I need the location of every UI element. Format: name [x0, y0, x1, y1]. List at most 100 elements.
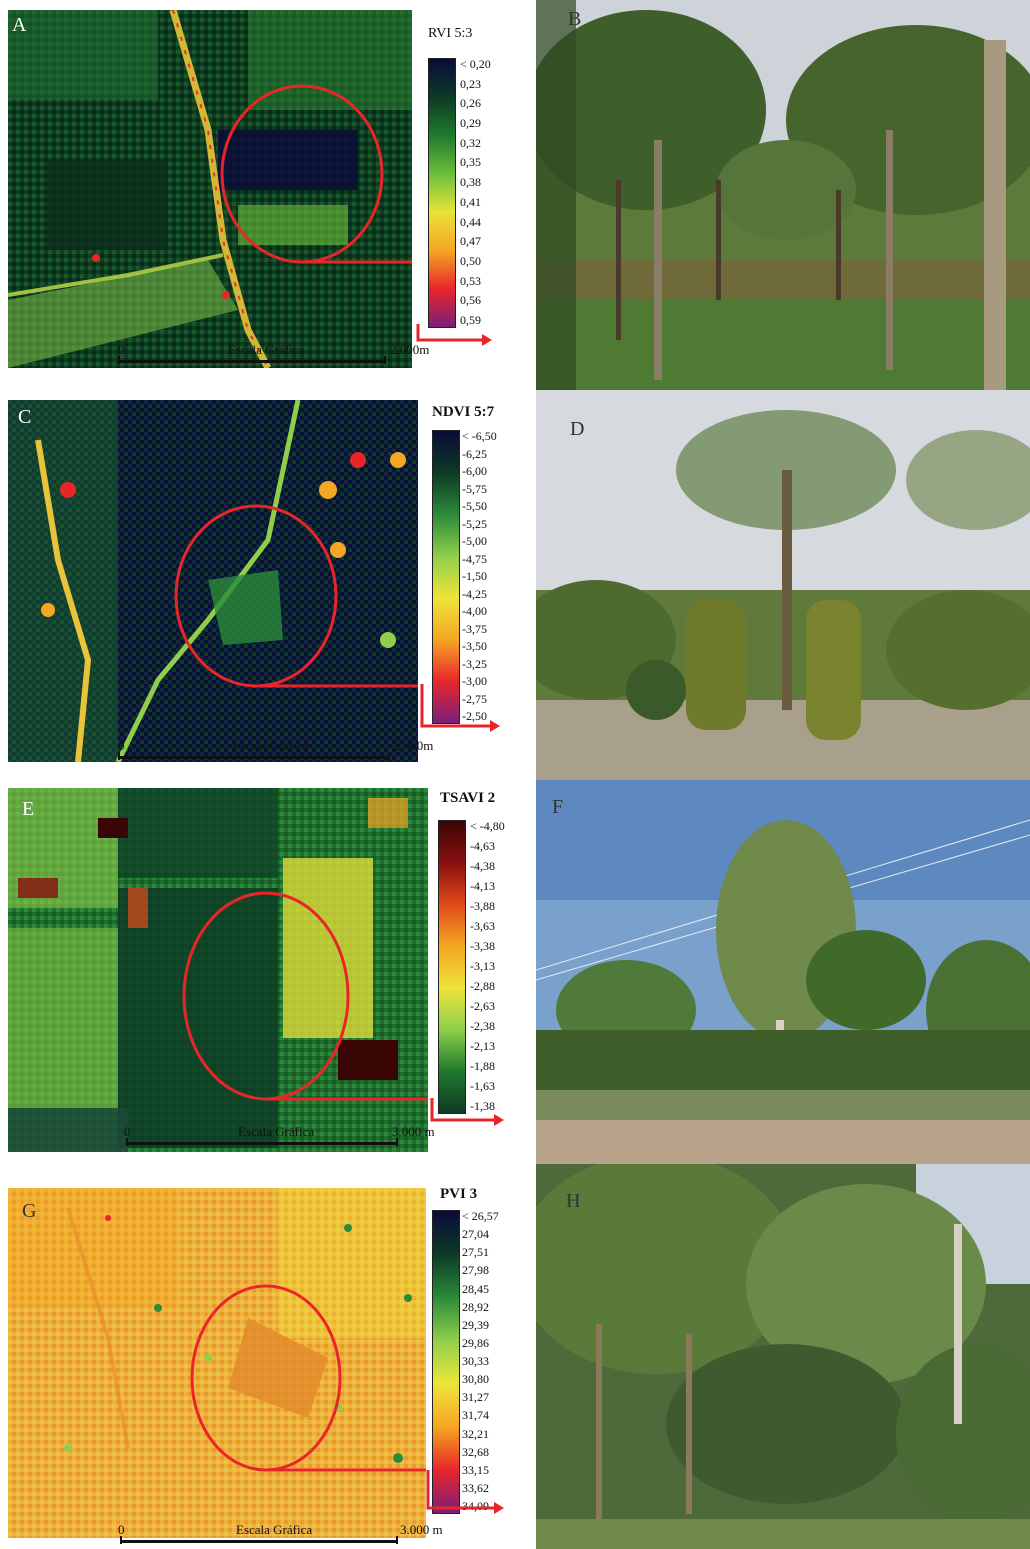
pvi-legend-label: 29,86	[462, 1335, 489, 1350]
ndvi-scale-line	[118, 756, 390, 759]
orchard-photo	[536, 0, 1030, 390]
tsavi-legend-label: -3,38	[470, 939, 495, 953]
figure-row-c-d: C NDVI 5:7 < -6,50 -6,25 -6,00 -5,75 -5,50 -5…	[0, 390, 1030, 780]
rvi-scale-end: 2.000m	[390, 342, 430, 357]
rvi-legend-label: < 0,20	[460, 57, 491, 71]
panel-letter-b: B	[568, 8, 582, 30]
secondary-forest-photo	[536, 1164, 1030, 1549]
pvi-scale-line	[120, 1540, 398, 1543]
panel-letter-f: F	[552, 796, 564, 818]
pvi-arrow-icon	[426, 1470, 504, 1514]
tsavi-legend-labels: < -4,80 -4,63 -4,38 -4,13 -3,88 -3,63 -3,38 -3,…	[470, 820, 532, 1112]
tsavi-scale-tick-end	[396, 1138, 398, 1146]
rvi-legend-label: 0,29	[460, 116, 481, 131]
ndvi-legend-label: -1,50	[462, 569, 487, 583]
photo-d: D	[536, 390, 1030, 780]
ndvi-scale-start: 0	[118, 738, 125, 753]
tsavi-color-ramp	[438, 820, 466, 1114]
rvi-scale-start: 0	[118, 342, 125, 357]
ndvi-legend-label: -3,00	[462, 674, 487, 688]
tsavi-legend-title: TSAVI 2	[440, 790, 496, 806]
pvi-legend-label: 28,92	[462, 1299, 489, 1314]
tsavi-legend-label: -1,88	[470, 1059, 495, 1073]
tsavi-legend-label: -3,13	[470, 959, 495, 973]
figure-row-a-b: A RVI 5:3 < 0,20 0,23 0,26 0,29 0,32 0,35 0,38…	[0, 0, 1030, 390]
rvi-map-panel: A	[8, 10, 412, 368]
rvi-legend-label: 0,50	[460, 253, 481, 268]
agroforest-photo	[536, 780, 1030, 1164]
pvi-legend-labels: < 26,57 27,04 27,51 27,98 28,45 28,92 29,39 29,…	[462, 1210, 530, 1512]
ndvi-legend-label: -5,50	[462, 499, 487, 513]
pvi-legend-label: 27,04	[462, 1227, 489, 1242]
ndvi-map-panel: C	[8, 400, 418, 762]
tsavi-legend: TSAVI 2 < -4,80 -4,63 -4,38 -4,13 -3,88 -3,63…	[428, 788, 532, 1118]
tsavi-legend-label: < -4,80	[470, 819, 505, 833]
ndvi-scale-tick-start	[118, 752, 120, 760]
tsavi-legend-label: -3,63	[470, 919, 495, 933]
ndvi-legend-label: -6,25	[462, 446, 487, 461]
rvi-legend-label: 0,59	[460, 313, 481, 327]
rvi-legend-label: 0,26	[460, 96, 481, 111]
pvi-legend-label: 31,27	[462, 1390, 489, 1405]
ndvi-legend-label: -5,25	[462, 516, 487, 531]
tsavi-legend-label: -2,63	[470, 999, 495, 1013]
rvi-map-image	[8, 10, 412, 368]
ndvi-legend-labels: < -6,50 -6,25 -6,00 -5,75 -5,50 -5,25 -5,00 -4,…	[462, 430, 532, 722]
ndvi-legend-label: -5,75	[462, 481, 487, 496]
ndvi-scale-label: Escala Gráfica	[232, 738, 309, 753]
tsavi-legend-label: -4,38	[470, 859, 495, 873]
pvi-legend-label: 29,39	[462, 1317, 489, 1332]
figure-row-g-h: G PVI 3 < 26,57 27,04 27,51 27,98 28,45 28,92…	[0, 1164, 1030, 1549]
tsavi-scale-label: Escala Gráfica	[238, 1124, 315, 1139]
pvi-scale-tick-start	[120, 1536, 122, 1544]
tsavi-legend-label: -1,63	[470, 1079, 495, 1093]
pvi-legend-label: 31,74	[462, 1408, 489, 1423]
pvi-legend-label: 27,98	[462, 1263, 489, 1278]
panel-letter-h: H	[566, 1190, 581, 1212]
pvi-color-ramp	[432, 1210, 460, 1514]
ndvi-arrow-icon	[420, 684, 500, 732]
rvi-legend: RVI 5:3 < 0,20 0,23 0,26 0,29 0,32 0,35 0,38 0,…	[420, 10, 532, 340]
rvi-legend-label: 0,41	[460, 194, 481, 209]
pvi-map-panel: G	[8, 1188, 426, 1538]
pvi-legend-label: 33,62	[462, 1480, 489, 1495]
tsavi-legend-label: -1,38	[470, 1099, 495, 1113]
tsavi-legend-label: -4,13	[470, 879, 495, 893]
rvi-legend-label: 0,44	[460, 214, 481, 229]
rvi-scale-tick-end	[384, 356, 386, 364]
ndvi-legend-label: -3,75	[462, 621, 487, 636]
rvi-legend-label: 0,23	[460, 76, 481, 91]
rvi-scale-tick-start	[118, 356, 120, 364]
rvi-scale-label: Escala Gráfica	[228, 342, 305, 357]
rvi-legend-title: RVI 5:3	[428, 26, 473, 41]
rvi-legend-label: 0,32	[460, 135, 481, 150]
ndvi-map-image	[8, 400, 418, 762]
pvi-legend-label: 32,21	[462, 1426, 489, 1441]
photo-h: H	[536, 1164, 1030, 1549]
tsavi-map-image	[8, 788, 428, 1152]
pvi-legend-label: 32,68	[462, 1444, 489, 1459]
photo-b: B	[536, 0, 1030, 390]
ndvi-legend-label: -3,50	[462, 639, 487, 653]
rvi-legend-labels: < 0,20 0,23 0,26 0,29 0,32 0,35 0,38 0,41 0,44 0,…	[460, 58, 530, 326]
pvi-scale-start: 0	[118, 1522, 125, 1537]
tsavi-scale-bar: 0 Escala Gráfica 3.000 m	[124, 1120, 464, 1150]
ndvi-legend-label: -5,00	[462, 534, 487, 548]
ndvi-legend-label: -4,75	[462, 551, 487, 566]
ndvi-legend-label: -4,00	[462, 604, 487, 618]
rvi-arrow-icon	[416, 324, 492, 346]
ndvi-color-ramp	[432, 430, 460, 724]
ndvi-scale-tick-end	[388, 752, 390, 760]
ndvi-legend-label: -2,75	[462, 691, 487, 706]
pvi-scale-tick-end	[396, 1536, 398, 1544]
panel-letter-d: D	[570, 418, 585, 440]
ndvi-legend-label: < -6,50	[462, 429, 497, 443]
panel-letter-g: G	[22, 1200, 37, 1222]
rvi-scale-bar: 0 Escala Gráfica 2.000m	[118, 340, 448, 368]
pvi-legend-label: 30,80	[462, 1372, 489, 1387]
tsavi-scale-start: 0	[124, 1124, 131, 1139]
pvi-legend: PVI 3 < 26,57 27,04 27,51 27,98 28,45 28,92 29…	[426, 1184, 532, 1518]
rvi-legend-label: 0,56	[460, 293, 481, 308]
panel-letter-c: C	[18, 406, 32, 428]
tsavi-scale-end: 3.000 m	[392, 1124, 435, 1139]
